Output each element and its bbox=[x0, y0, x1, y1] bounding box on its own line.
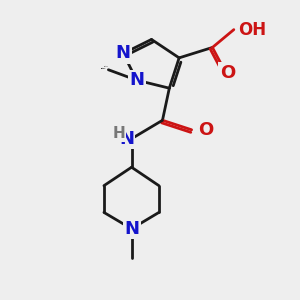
Text: N: N bbox=[116, 44, 131, 62]
Text: N: N bbox=[124, 220, 139, 238]
Text: methyl: methyl bbox=[103, 65, 108, 67]
Text: H: H bbox=[113, 126, 125, 141]
Text: methyl: methyl bbox=[101, 68, 106, 69]
Text: OH: OH bbox=[238, 21, 266, 39]
Text: O: O bbox=[220, 64, 235, 82]
Text: N: N bbox=[129, 71, 144, 89]
Text: N: N bbox=[119, 130, 134, 148]
Text: O: O bbox=[198, 121, 213, 139]
